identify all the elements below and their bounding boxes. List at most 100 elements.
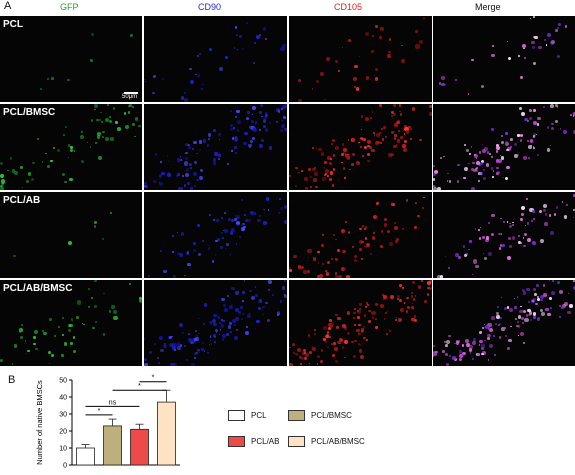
cell-signal-dot: [383, 126, 387, 130]
cell-signal-dot: [223, 303, 226, 307]
cell-signal-dot: [203, 303, 207, 307]
cell-signal-dot: [504, 141, 508, 145]
row-label: PCL/AB/BMSC: [3, 283, 73, 294]
cell-signal-dot: [221, 333, 226, 338]
cell-signal-dot: [458, 255, 461, 259]
cell-signal-dot: [458, 350, 463, 354]
cell-signal-dot: [242, 291, 245, 294]
cell-signal-dot: [470, 146, 472, 148]
cell-signal-dot: [324, 172, 327, 175]
cell-signal-dot: [480, 161, 484, 165]
cell-signal-dot: [214, 254, 217, 256]
cell-signal-dot: [57, 149, 61, 152]
cell-signal-dot: [383, 294, 388, 299]
cell-signal-dot: [509, 145, 513, 149]
cell-signal-dot: [277, 212, 280, 214]
cell-signal-dot: [230, 331, 232, 333]
cell-signal-dot: [329, 324, 334, 328]
cell-signal-dot: [364, 237, 368, 240]
cell-signal-dot: [249, 126, 252, 129]
cell-signal-dot: [354, 64, 359, 69]
cell-signal-dot: [303, 270, 308, 275]
cell-signal-dot: [494, 354, 497, 357]
cell-signal-dot: [175, 175, 178, 177]
cell-signal-dot: [49, 318, 52, 321]
cell-signal-dot: [81, 322, 83, 324]
cell-signal-dot: [390, 201, 394, 205]
cell-signal-dot: [128, 104, 132, 108]
cell-signal-dot: [113, 316, 118, 321]
micrograph-image: [144, 16, 287, 102]
cell-signal-dot: [385, 135, 388, 138]
cell-signal-dot: [31, 177, 35, 182]
cell-signal-dot: [417, 214, 420, 218]
cell-signal-dot: [293, 254, 297, 259]
cell-signal-dot: [556, 280, 560, 285]
cell-signal-dot: [217, 153, 222, 158]
cell-signal-dot: [90, 33, 95, 37]
cell-signal-dot: [249, 140, 253, 144]
cell-signal-dot: [90, 119, 94, 122]
cell-signal-dot: [454, 358, 458, 362]
cell-signal-dot: [365, 339, 368, 342]
cell-signal-dot: [555, 104, 559, 107]
cell-signal-dot: [363, 145, 368, 150]
cell-signal-dot: [443, 83, 446, 86]
cell-signal-dot: [488, 343, 493, 348]
cell-signal-dot: [498, 247, 502, 250]
cell-signal-dot: [374, 303, 378, 307]
cell-signal-dot: [517, 153, 520, 156]
cell-signal-dot: [403, 140, 407, 144]
y-tick-label: 30: [59, 412, 67, 419]
y-tick-label: 0: [63, 463, 67, 470]
cell-signal-dot: [63, 134, 65, 136]
cell-signal-dot: [387, 230, 390, 234]
cell-signal-dot: [225, 247, 228, 250]
cell-signal-dot: [260, 111, 263, 114]
cell-signal-dot: [468, 240, 472, 243]
cell-signal-dot: [304, 357, 308, 360]
cell-signal-dot: [573, 285, 575, 290]
cell-signal-dot: [353, 316, 356, 319]
cell-signal-dot: [262, 119, 267, 124]
cell-signal-dot: [144, 185, 146, 187]
cell-signal-dot: [188, 267, 191, 270]
cell-signal-dot: [304, 176, 309, 181]
cell-signal-dot: [219, 322, 221, 324]
cell-signal-dot: [189, 167, 192, 169]
cell-signal-dot: [184, 157, 188, 160]
cell-signal-dot: [26, 352, 28, 354]
cell-signal-dot: [344, 177, 346, 179]
cell-signal-dot: [569, 304, 573, 309]
cell-signal-dot: [232, 127, 235, 130]
cell-signal-dot: [440, 157, 442, 159]
cell-signal-dot: [196, 75, 200, 79]
cell-signal-dot: [160, 250, 162, 252]
cell-signal-dot: [374, 24, 379, 29]
cell-signal-dot: [393, 226, 398, 231]
cell-signal-dot: [374, 77, 379, 81]
bar: [103, 425, 122, 466]
cell-signal-dot: [517, 55, 520, 57]
cell-signal-dot: [436, 275, 441, 278]
cell-signal-dot: [258, 144, 263, 148]
cell-signal-dot: [496, 315, 500, 319]
cell-signal-dot: [231, 287, 235, 291]
cell-signal-dot: [62, 333, 64, 336]
cell-signal-dot: [252, 62, 255, 65]
cell-signal-dot: [471, 341, 476, 346]
cell-signal-dot: [537, 116, 541, 121]
cell-signal-dot: [511, 223, 515, 226]
cell-signal-dot: [521, 321, 525, 324]
cell-signal-dot: [185, 359, 188, 362]
cell-signal-dot: [265, 197, 270, 201]
cell-signal-dot: [344, 153, 347, 155]
cell-signal-dot: [51, 354, 55, 358]
cell-signal-dot: [480, 330, 483, 333]
cell-signal-dot: [481, 347, 485, 351]
cell-signal-dot: [535, 133, 538, 136]
cell-signal-dot: [396, 297, 400, 301]
cell-signal-dot: [353, 85, 356, 89]
cell-signal-dot: [209, 48, 213, 52]
cell-signal-dot: [343, 326, 348, 330]
